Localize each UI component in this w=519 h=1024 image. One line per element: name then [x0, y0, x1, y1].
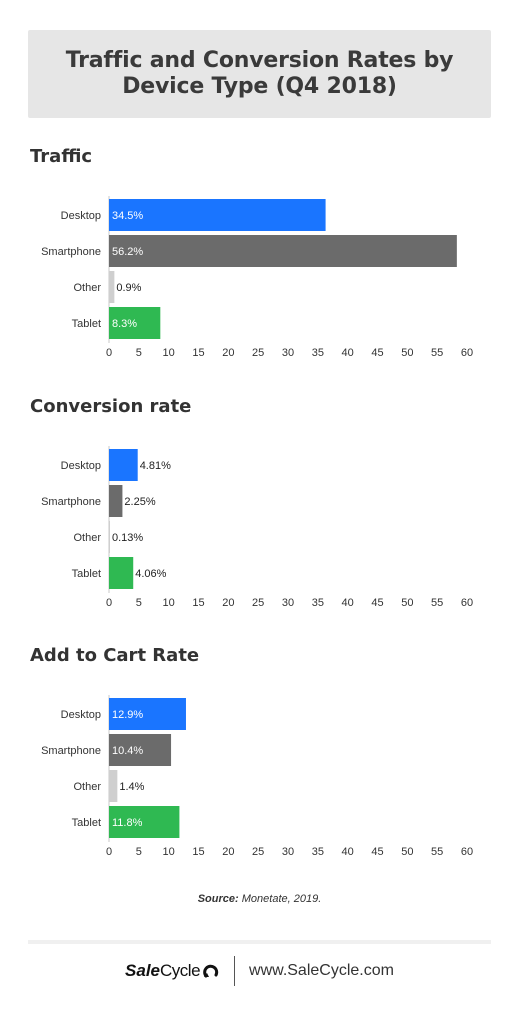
x-tick-label: 60 [461, 846, 473, 858]
x-tick-label: 40 [342, 846, 354, 858]
bar-smartphone [109, 485, 123, 517]
add-to-cart-section-title: Add to Cart Rate [30, 645, 200, 666]
x-tick-label: 15 [192, 347, 204, 359]
value-label: 12.9% [112, 709, 143, 721]
value-label: 34.5% [112, 210, 143, 222]
source-label: Source: [197, 893, 239, 905]
category-label: Tablet [72, 318, 101, 330]
bar-tablet [109, 806, 180, 838]
traffic-chart: Desktop 34.5% Smartphone 56.2% Other 0.9% Tabl… [41, 196, 473, 359]
value-label: 4.81% [140, 460, 171, 472]
x-tick-label: 35 [312, 347, 324, 359]
x-tick-label: 0 [106, 347, 112, 359]
value-label: 1.4% [119, 781, 144, 793]
category-label: Other [73, 781, 101, 793]
x-tick-label: 50 [401, 846, 413, 858]
x-tick-label: 5 [136, 347, 142, 359]
category-label: Desktop [61, 210, 101, 222]
x-tick-label: 20 [222, 597, 234, 609]
footer-separator [234, 956, 236, 986]
x-tick-label: 40 [342, 597, 354, 609]
add-to-cart-chart: Desktop 12.9% Smartphone 10.4% Other 1.4% Tabl… [41, 695, 473, 858]
x-tick-label: 0 [106, 846, 112, 858]
footer-divider [28, 940, 491, 944]
bar-desktop [109, 199, 326, 231]
x-tick-label: 30 [282, 846, 294, 858]
value-label: 4.06% [135, 568, 166, 580]
bar-other [109, 770, 118, 802]
bar-other [109, 521, 110, 553]
source-note: Source: Monetate, 2019. [0, 893, 519, 905]
traffic-section-title: Traffic [30, 146, 93, 167]
x-tick-label: 10 [163, 597, 175, 609]
salecycle-logo: Sale Cycle [125, 961, 220, 981]
x-tick-label: 50 [401, 597, 413, 609]
category-label: Other [73, 532, 101, 544]
x-tick-label: 60 [461, 347, 473, 359]
x-tick-label: 25 [252, 347, 264, 359]
bar-smartphone [109, 235, 457, 267]
bar-other [109, 271, 115, 303]
bar-desktop [109, 698, 186, 730]
x-tick-label: 30 [282, 597, 294, 609]
x-tick-label: 50 [401, 347, 413, 359]
website-link[interactable]: www.SaleCycle.com [249, 962, 394, 979]
x-tick-label: 60 [461, 597, 473, 609]
x-tick-label: 5 [136, 597, 142, 609]
page-title: Traffic and Conversion Rates by Device T… [65, 48, 454, 99]
bar-tablet [109, 307, 161, 339]
x-tick-label: 20 [222, 846, 234, 858]
category-label: Tablet [72, 817, 101, 829]
logo-text-bold: Sale [125, 961, 161, 980]
x-tick-label: 35 [312, 846, 324, 858]
category-label: Smartphone [41, 246, 101, 258]
x-tick-label: 55 [431, 347, 443, 359]
value-label: 0.9% [116, 282, 141, 294]
x-tick-label: 0 [106, 597, 112, 609]
value-label: 11.8% [112, 817, 143, 829]
value-label: 8.3% [112, 318, 137, 330]
x-tick-label: 55 [431, 846, 443, 858]
title-box: Traffic and Conversion Rates by Device T… [28, 30, 491, 118]
x-tick-label: 45 [371, 597, 383, 609]
conversion-rate-chart: Desktop 4.81% Smartphone 2.25% Other 0.13% Tab… [41, 446, 473, 609]
category-label: Smartphone [41, 496, 101, 508]
value-label: 2.25% [124, 496, 155, 508]
x-tick-label: 5 [136, 846, 142, 858]
logo-text-rest: Cycle [160, 961, 201, 980]
x-tick-label: 25 [252, 597, 264, 609]
x-tick-label: 20 [222, 347, 234, 359]
value-label: 56.2% [112, 246, 143, 258]
x-tick-label: 40 [342, 347, 354, 359]
source-text: Monetate, 2019. [241, 893, 322, 905]
x-tick-label: 15 [192, 597, 204, 609]
x-tick-label: 25 [252, 846, 264, 858]
category-label: Smartphone [41, 745, 101, 757]
category-label: Other [73, 282, 101, 294]
category-label: Desktop [61, 460, 101, 472]
x-tick-label: 45 [371, 347, 383, 359]
cycle-arrow-icon [203, 964, 219, 978]
bar-smartphone [109, 734, 172, 766]
bar-desktop [109, 449, 138, 481]
x-tick-label: 10 [163, 846, 175, 858]
x-tick-label: 55 [431, 597, 443, 609]
conversion-section-title: Conversion rate [30, 396, 192, 417]
value-label: 0.13% [112, 532, 143, 544]
x-tick-label: 45 [371, 846, 383, 858]
x-tick-label: 30 [282, 347, 294, 359]
value-label: 10.4% [112, 745, 143, 757]
footer: Sale Cycle www.SaleCycle.com [0, 955, 519, 987]
x-tick-label: 35 [312, 597, 324, 609]
x-tick-label: 10 [163, 347, 175, 359]
x-tick-label: 15 [192, 846, 204, 858]
category-label: Tablet [72, 568, 101, 580]
bar-tablet [109, 557, 134, 589]
category-label: Desktop [61, 709, 101, 721]
